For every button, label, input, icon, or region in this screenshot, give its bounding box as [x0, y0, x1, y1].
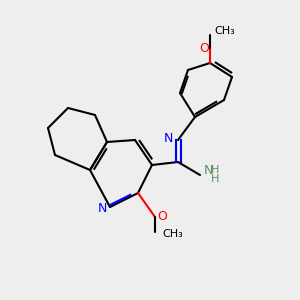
Text: H: H [211, 165, 219, 175]
Text: CH₃: CH₃ [214, 26, 235, 36]
Text: H: H [211, 174, 219, 184]
Text: N: N [203, 164, 213, 178]
Text: O: O [199, 41, 209, 55]
Text: N: N [163, 131, 173, 145]
Text: CH₃: CH₃ [162, 229, 183, 239]
Text: N: N [97, 202, 107, 215]
Text: O: O [157, 211, 167, 224]
